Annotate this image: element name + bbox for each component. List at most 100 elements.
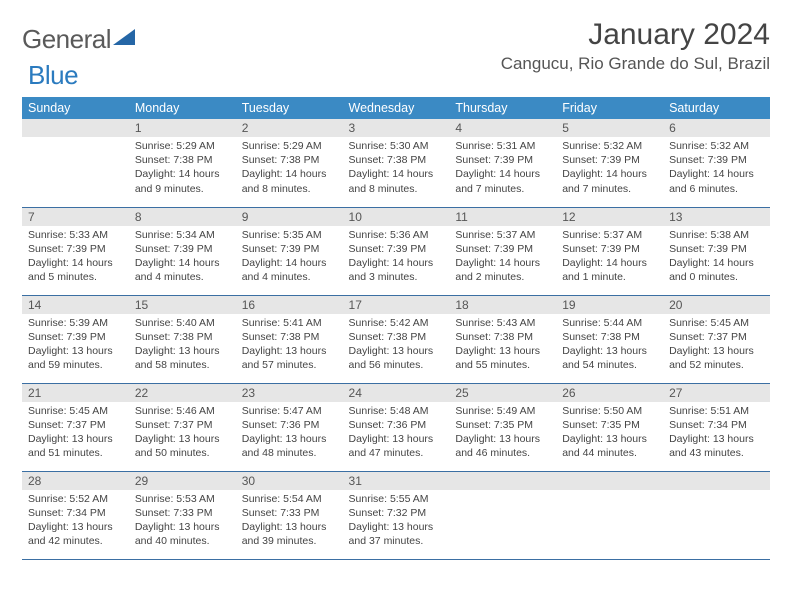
- sunset-line: Sunset: 7:39 PM: [562, 153, 657, 167]
- sunset-line: Sunset: 7:32 PM: [349, 506, 444, 520]
- weekday-header: Wednesday: [343, 97, 450, 119]
- sunrise-line: Sunrise: 5:49 AM: [455, 404, 550, 418]
- sunrise-line: Sunrise: 5:47 AM: [242, 404, 337, 418]
- daylight-line: Daylight: 13 hours and 39 minutes.: [242, 520, 337, 548]
- daylight-line: Daylight: 13 hours and 42 minutes.: [28, 520, 123, 548]
- day-number-bar: 6: [663, 119, 770, 137]
- sunrise-line: Sunrise: 5:41 AM: [242, 316, 337, 330]
- day-number-bar: 30: [236, 472, 343, 490]
- sunrise-line: Sunrise: 5:39 AM: [28, 316, 123, 330]
- day-number-bar: 20: [663, 296, 770, 314]
- day-number-bar: 15: [129, 296, 236, 314]
- day-number-bar: 24: [343, 384, 450, 402]
- calendar-day-cell: 4Sunrise: 5:31 AMSunset: 7:39 PMDaylight…: [449, 119, 556, 207]
- day-details: Sunrise: 5:43 AMSunset: 7:38 PMDaylight:…: [449, 314, 556, 377]
- calendar-day-cell: 7Sunrise: 5:33 AMSunset: 7:39 PMDaylight…: [22, 207, 129, 295]
- calendar-day-cell: [449, 471, 556, 559]
- sunset-line: Sunset: 7:39 PM: [28, 242, 123, 256]
- calendar-day-cell: 1Sunrise: 5:29 AMSunset: 7:38 PMDaylight…: [129, 119, 236, 207]
- logo-text-blue: Blue: [28, 60, 78, 90]
- daylight-line: Daylight: 13 hours and 56 minutes.: [349, 344, 444, 372]
- sunset-line: Sunset: 7:39 PM: [455, 153, 550, 167]
- month-title: January 2024: [501, 18, 770, 52]
- calendar-day-cell: 22Sunrise: 5:46 AMSunset: 7:37 PMDayligh…: [129, 383, 236, 471]
- day-details: Sunrise: 5:48 AMSunset: 7:36 PMDaylight:…: [343, 402, 450, 465]
- sunrise-line: Sunrise: 5:30 AM: [349, 139, 444, 153]
- day-number-bar: 4: [449, 119, 556, 137]
- daylight-line: Daylight: 13 hours and 48 minutes.: [242, 432, 337, 460]
- sunset-line: Sunset: 7:38 PM: [135, 153, 230, 167]
- day-number-bar: 14: [22, 296, 129, 314]
- sunrise-line: Sunrise: 5:29 AM: [135, 139, 230, 153]
- day-number-bar: 21: [22, 384, 129, 402]
- title-block: January 2024 Cangucu, Rio Grande do Sul,…: [501, 18, 770, 74]
- daylight-line: Daylight: 13 hours and 58 minutes.: [135, 344, 230, 372]
- daylight-line: Daylight: 14 hours and 4 minutes.: [135, 256, 230, 284]
- weekday-header: Tuesday: [236, 97, 343, 119]
- daylight-line: Daylight: 14 hours and 4 minutes.: [242, 256, 337, 284]
- calendar-day-cell: 21Sunrise: 5:45 AMSunset: 7:37 PMDayligh…: [22, 383, 129, 471]
- sunrise-line: Sunrise: 5:31 AM: [455, 139, 550, 153]
- day-details: Sunrise: 5:29 AMSunset: 7:38 PMDaylight:…: [129, 137, 236, 200]
- day-details: Sunrise: 5:32 AMSunset: 7:39 PMDaylight:…: [556, 137, 663, 200]
- sunrise-line: Sunrise: 5:29 AM: [242, 139, 337, 153]
- day-details: Sunrise: 5:32 AMSunset: 7:39 PMDaylight:…: [663, 137, 770, 200]
- sunrise-line: Sunrise: 5:52 AM: [28, 492, 123, 506]
- day-number-bar: 22: [129, 384, 236, 402]
- day-number-bar: 25: [449, 384, 556, 402]
- weekday-header: Monday: [129, 97, 236, 119]
- daylight-line: Daylight: 14 hours and 7 minutes.: [455, 167, 550, 195]
- day-details: Sunrise: 5:44 AMSunset: 7:38 PMDaylight:…: [556, 314, 663, 377]
- calendar-day-cell: 17Sunrise: 5:42 AMSunset: 7:38 PMDayligh…: [343, 295, 450, 383]
- daylight-line: Daylight: 13 hours and 44 minutes.: [562, 432, 657, 460]
- sunset-line: Sunset: 7:34 PM: [669, 418, 764, 432]
- sunrise-line: Sunrise: 5:35 AM: [242, 228, 337, 242]
- calendar-week-row: 7Sunrise: 5:33 AMSunset: 7:39 PMDaylight…: [22, 207, 770, 295]
- day-details: Sunrise: 5:49 AMSunset: 7:35 PMDaylight:…: [449, 402, 556, 465]
- sunset-line: Sunset: 7:36 PM: [242, 418, 337, 432]
- sunrise-line: Sunrise: 5:32 AM: [562, 139, 657, 153]
- calendar-week-row: 21Sunrise: 5:45 AMSunset: 7:37 PMDayligh…: [22, 383, 770, 471]
- day-number-bar: 8: [129, 208, 236, 226]
- sunrise-line: Sunrise: 5:51 AM: [669, 404, 764, 418]
- calendar-day-cell: 15Sunrise: 5:40 AMSunset: 7:38 PMDayligh…: [129, 295, 236, 383]
- calendar-day-cell: 16Sunrise: 5:41 AMSunset: 7:38 PMDayligh…: [236, 295, 343, 383]
- sunset-line: Sunset: 7:38 PM: [455, 330, 550, 344]
- sunrise-line: Sunrise: 5:36 AM: [349, 228, 444, 242]
- sunset-line: Sunset: 7:38 PM: [562, 330, 657, 344]
- day-number-bar: 7: [22, 208, 129, 226]
- calendar-day-cell: 19Sunrise: 5:44 AMSunset: 7:38 PMDayligh…: [556, 295, 663, 383]
- calendar-day-cell: 31Sunrise: 5:55 AMSunset: 7:32 PMDayligh…: [343, 471, 450, 559]
- sunset-line: Sunset: 7:39 PM: [669, 242, 764, 256]
- sunrise-line: Sunrise: 5:50 AM: [562, 404, 657, 418]
- calendar-day-cell: [663, 471, 770, 559]
- calendar-day-cell: 23Sunrise: 5:47 AMSunset: 7:36 PMDayligh…: [236, 383, 343, 471]
- calendar-week-row: 1Sunrise: 5:29 AMSunset: 7:38 PMDaylight…: [22, 119, 770, 207]
- day-number-bar: 29: [129, 472, 236, 490]
- sunset-line: Sunset: 7:33 PM: [242, 506, 337, 520]
- sunset-line: Sunset: 7:35 PM: [562, 418, 657, 432]
- weekday-header: Thursday: [449, 97, 556, 119]
- day-number-bar: 1: [129, 119, 236, 137]
- day-number-bar: 5: [556, 119, 663, 137]
- day-details: Sunrise: 5:55 AMSunset: 7:32 PMDaylight:…: [343, 490, 450, 553]
- weekday-header: Friday: [556, 97, 663, 119]
- day-details: Sunrise: 5:47 AMSunset: 7:36 PMDaylight:…: [236, 402, 343, 465]
- sunrise-line: Sunrise: 5:46 AM: [135, 404, 230, 418]
- sunset-line: Sunset: 7:38 PM: [349, 153, 444, 167]
- day-details: Sunrise: 5:50 AMSunset: 7:35 PMDaylight:…: [556, 402, 663, 465]
- day-details: Sunrise: 5:31 AMSunset: 7:39 PMDaylight:…: [449, 137, 556, 200]
- daylight-line: Daylight: 13 hours and 54 minutes.: [562, 344, 657, 372]
- sunset-line: Sunset: 7:37 PM: [669, 330, 764, 344]
- sunrise-line: Sunrise: 5:34 AM: [135, 228, 230, 242]
- calendar-day-cell: 25Sunrise: 5:49 AMSunset: 7:35 PMDayligh…: [449, 383, 556, 471]
- sunset-line: Sunset: 7:35 PM: [455, 418, 550, 432]
- sunset-line: Sunset: 7:38 PM: [242, 153, 337, 167]
- calendar-day-cell: 12Sunrise: 5:37 AMSunset: 7:39 PMDayligh…: [556, 207, 663, 295]
- day-details: Sunrise: 5:37 AMSunset: 7:39 PMDaylight:…: [449, 226, 556, 289]
- calendar-day-cell: 20Sunrise: 5:45 AMSunset: 7:37 PMDayligh…: [663, 295, 770, 383]
- day-details: Sunrise: 5:45 AMSunset: 7:37 PMDaylight:…: [22, 402, 129, 465]
- day-number-bar: 27: [663, 384, 770, 402]
- daylight-line: Daylight: 14 hours and 9 minutes.: [135, 167, 230, 195]
- sunrise-line: Sunrise: 5:37 AM: [455, 228, 550, 242]
